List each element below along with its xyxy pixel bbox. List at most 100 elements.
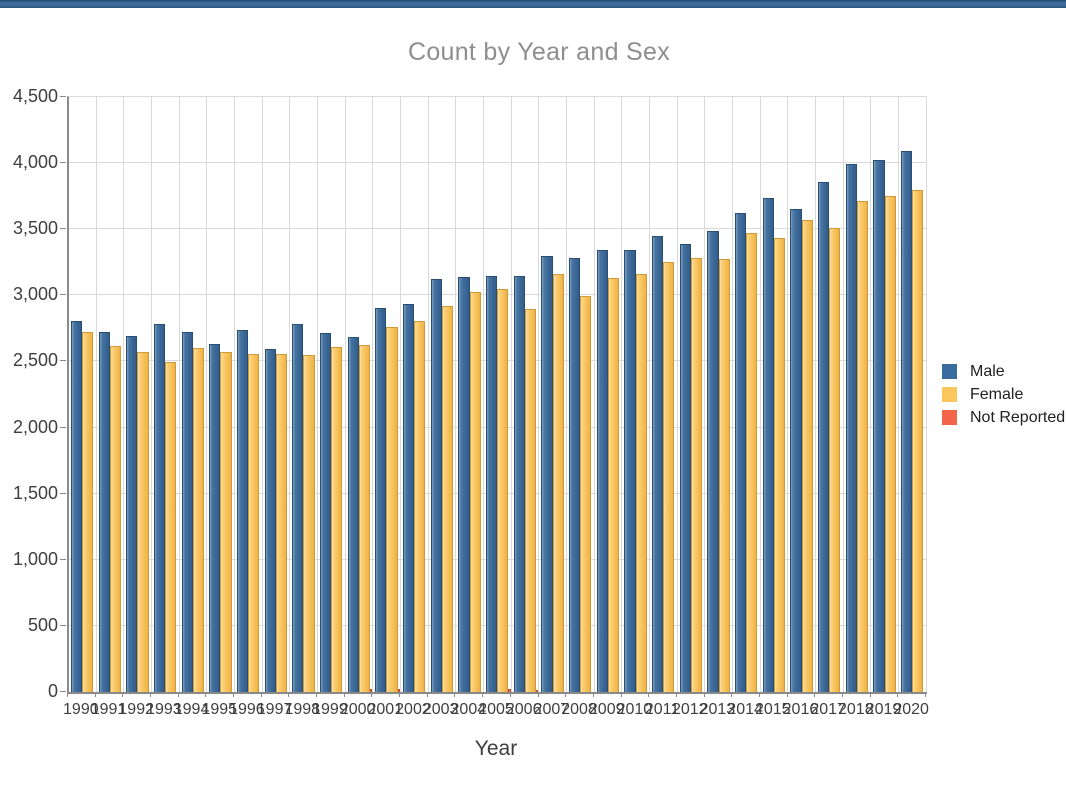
bar-female-2001[interactable]: [386, 327, 398, 692]
bar-male-2017[interactable]: [818, 181, 830, 692]
bar-male-1990[interactable]: [71, 321, 83, 692]
chart-title: Count by Year and Sex: [407, 38, 671, 66]
legend-item-female[interactable]: Female: [942, 383, 1066, 406]
bar-group-2011: [650, 97, 678, 692]
bar-female-1999[interactable]: [331, 346, 343, 692]
bar-female-1998[interactable]: [303, 354, 315, 692]
legend-item-not-reported[interactable]: Not Reported: [942, 406, 1066, 429]
bar-female-2006[interactable]: [524, 309, 536, 692]
bar-female-2012[interactable]: [690, 258, 702, 692]
bar-female-1996[interactable]: [248, 354, 260, 692]
bar-group-2020: [899, 97, 927, 692]
x-tick-mark: [122, 692, 124, 697]
bar-male-2009[interactable]: [596, 250, 608, 692]
bar-male-2007[interactable]: [541, 256, 553, 692]
y-tick-label: 500: [27, 614, 58, 635]
y-tick-mark: [60, 96, 66, 97]
bar-male-2014[interactable]: [735, 213, 747, 692]
y-tick-label: 4,500: [12, 86, 58, 106]
bar-male-2003[interactable]: [430, 279, 442, 692]
bar-group-2008: [567, 97, 595, 692]
bar-male-1994[interactable]: [181, 331, 193, 692]
x-tick-mark: [565, 692, 567, 697]
plot-area: [67, 96, 927, 694]
bar-nr-2006[interactable]: [535, 690, 539, 692]
bar-male-2018[interactable]: [845, 163, 857, 692]
x-tick-label-2018: 2018: [838, 701, 874, 718]
bar-female-1991[interactable]: [109, 346, 121, 692]
bar-male-1995[interactable]: [209, 344, 221, 692]
bar-female-1995[interactable]: [220, 352, 232, 692]
bar-female-1993[interactable]: [165, 362, 177, 692]
bar-female-2011[interactable]: [663, 261, 675, 692]
bar-group-2007: [539, 97, 568, 692]
bar-female-2019[interactable]: [884, 196, 896, 692]
bar-female-2000[interactable]: [358, 344, 370, 692]
y-tick-mark: [60, 228, 66, 230]
bar-male-2010[interactable]: [624, 250, 636, 692]
bar-female-1997[interactable]: [275, 353, 287, 692]
bar-female-2008[interactable]: [580, 296, 592, 692]
bar-nr-2005[interactable]: [508, 689, 511, 692]
bar-male-2016[interactable]: [790, 208, 802, 692]
bar-male-2001[interactable]: [375, 307, 387, 692]
bar-female-2020[interactable]: [912, 190, 924, 692]
bar-group-2001: [373, 97, 402, 692]
x-tick-mark: [897, 692, 899, 697]
bar-group-1993: [152, 97, 180, 692]
bar-female-2015[interactable]: [773, 238, 785, 692]
bar-male-1997[interactable]: [264, 348, 276, 692]
bar-male-1993[interactable]: [154, 323, 166, 692]
bar-group-2002: [401, 97, 429, 692]
bar-nr-2001[interactable]: [397, 689, 401, 692]
bar-female-2004[interactable]: [469, 292, 481, 692]
bar-male-1992[interactable]: [126, 336, 138, 692]
bar-male-2008[interactable]: [569, 257, 581, 692]
bar-female-1994[interactable]: [192, 347, 204, 692]
bar-male-2000[interactable]: [347, 336, 359, 692]
bar-male-2015[interactable]: [762, 198, 774, 692]
x-tick-label-1996: 1996: [229, 701, 265, 718]
bar-female-2016[interactable]: [801, 219, 813, 692]
x-tick-label-2010: 2010: [616, 701, 653, 718]
bar-male-2006[interactable]: [513, 276, 525, 692]
bar-female-2009[interactable]: [607, 278, 619, 692]
bar-group-2014: [733, 97, 761, 692]
bar-female-2013[interactable]: [718, 258, 730, 692]
bar-male-2013[interactable]: [707, 230, 719, 692]
x-tick-label-2011: 2011: [644, 701, 680, 718]
y-tick-label: 3,500: [12, 218, 58, 239]
bar-male-2012[interactable]: [679, 243, 691, 692]
bar-female-2005[interactable]: [497, 288, 509, 692]
bar-female-2003[interactable]: [441, 305, 453, 692]
bar-male-2020[interactable]: [901, 151, 913, 692]
bar-group-2016: [788, 97, 817, 692]
bar-male-2002[interactable]: [403, 303, 415, 692]
bar-male-2004[interactable]: [458, 276, 470, 692]
x-tick-label-2005: 2005: [478, 701, 514, 718]
bar-female-2017[interactable]: [829, 227, 841, 692]
x-tick-label-2006: 2006: [505, 701, 542, 718]
bar-female-2002[interactable]: [414, 321, 426, 692]
bar-male-1996[interactable]: [237, 329, 249, 692]
bar-male-2019[interactable]: [873, 160, 885, 692]
x-tick-mark: [288, 692, 290, 697]
x-tick-label-2000: 2000: [339, 701, 376, 718]
legend-item-male[interactable]: Male: [942, 360, 1066, 383]
bar-male-2011[interactable]: [652, 235, 664, 692]
bar-male-2005[interactable]: [486, 276, 498, 692]
bar-nr-2000[interactable]: [369, 689, 373, 692]
bar-group-2004: [456, 97, 485, 692]
bar-female-2018[interactable]: [856, 201, 868, 692]
y-tick-label: 1,000: [12, 548, 58, 569]
y-tick-label: 4,000: [12, 152, 58, 173]
bar-female-2010[interactable]: [635, 274, 647, 692]
bar-male-1999[interactable]: [320, 333, 332, 692]
bar-female-1992[interactable]: [137, 352, 149, 692]
bar-female-2014[interactable]: [746, 232, 758, 692]
bar-female-1990[interactable]: [82, 331, 94, 692]
bar-female-2007[interactable]: [552, 273, 564, 692]
bar-male-1998[interactable]: [292, 324, 304, 692]
bar-male-1991[interactable]: [98, 332, 110, 692]
